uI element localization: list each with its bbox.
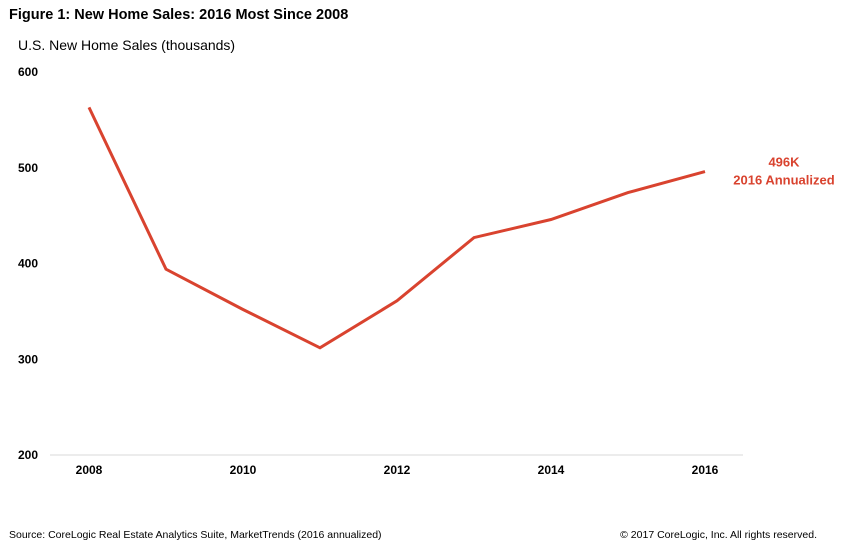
y-tick-label: 500 (18, 161, 38, 175)
annotation-label: 496K (768, 155, 800, 170)
copyright-note: © 2017 CoreLogic, Inc. All rights reserv… (620, 529, 817, 541)
chart-subtitle: U.S. New Home Sales (thousands) (18, 37, 236, 53)
x-tick-label: 2012 (384, 463, 411, 477)
x-axis-ticks: 2008 2010 2012 2014 2016 (76, 463, 719, 477)
series-line (87, 106, 706, 350)
series-layer (87, 106, 706, 350)
y-tick-label: 200 (18, 448, 38, 462)
y-tick-label: 300 (18, 352, 38, 366)
x-tick-label: 2008 (76, 463, 103, 477)
annotation-label: 2016 Annualized (733, 173, 834, 188)
annotation-496k: 496K 2016 Annualized (733, 155, 834, 188)
source-note: Source: CoreLogic Real Estate Analytics … (9, 529, 382, 541)
x-tick-label: 2014 (538, 463, 565, 477)
y-tick-label: 400 (18, 257, 38, 271)
figure-title: Figure 1: New Home Sales: 2016 Most Sinc… (9, 7, 349, 23)
x-tick-label: 2010 (230, 463, 257, 477)
y-axis-ticks: 600 500 400 300 200 (18, 65, 38, 462)
y-tick-label: 600 (18, 65, 38, 79)
x-tick-label: 2016 (692, 463, 719, 477)
